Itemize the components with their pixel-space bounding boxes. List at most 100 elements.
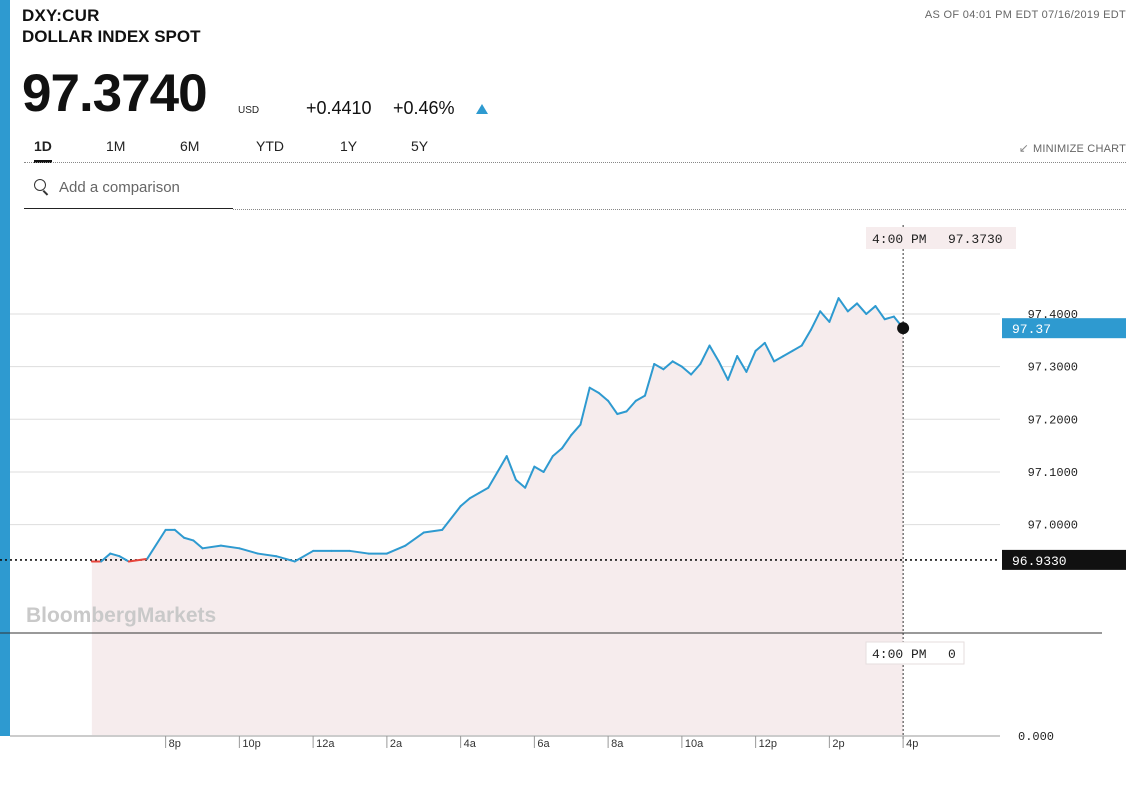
price-line-segment xyxy=(183,536,195,542)
x-tick-label: 2p xyxy=(832,738,844,750)
accent-bar xyxy=(0,0,10,736)
price-line-segment xyxy=(514,478,527,489)
x-tick-label: 4a xyxy=(464,738,477,750)
price-line-segment xyxy=(690,362,702,376)
price-line-segment xyxy=(256,552,278,558)
price-line-segment xyxy=(533,465,545,473)
price-line-segment xyxy=(773,355,785,363)
price-line-segment xyxy=(561,434,573,450)
price-line-segment xyxy=(219,544,241,550)
price-line-segment xyxy=(275,555,296,563)
price-line-segment xyxy=(192,539,204,550)
price-line-segment xyxy=(293,549,315,563)
price-line-segment xyxy=(570,423,582,437)
tab-ytd[interactable]: YTD xyxy=(256,138,284,154)
price-line-segment xyxy=(551,447,564,458)
price-line-segment xyxy=(201,544,222,550)
price-line-segment xyxy=(505,455,517,481)
volume-tooltip-value: 0 xyxy=(948,647,956,662)
price-line-segment xyxy=(837,297,849,313)
price-line-segment xyxy=(791,344,803,352)
price-line-segment xyxy=(478,486,490,495)
last-price: 97.3740 xyxy=(22,64,208,123)
y-tick-label: 97.3000 xyxy=(1028,361,1078,375)
search-icon xyxy=(34,179,46,191)
price-line-segment xyxy=(680,365,693,376)
as-of-timestamp: AS OF 04:01 PM EDT 07/16/2019 EDT xyxy=(924,9,1126,21)
price-line-segment xyxy=(644,362,656,397)
y-tick-label: 97.0000 xyxy=(1028,519,1078,533)
tab-5y[interactable]: 5Y xyxy=(411,138,429,154)
price-line-segment xyxy=(487,470,499,489)
price-line-segment xyxy=(597,391,610,402)
price-line-segment xyxy=(865,305,877,315)
crosshair-time: 4:00 PM xyxy=(872,232,927,247)
price-line-segment xyxy=(625,399,637,413)
price-line-segment xyxy=(671,360,683,368)
price-line-segment xyxy=(616,410,628,416)
last-point xyxy=(897,322,910,335)
price-line-segment xyxy=(653,362,665,371)
comparison-search-input[interactable]: Add a comparison xyxy=(59,179,180,196)
price-line-segment xyxy=(883,315,895,321)
x-tick-label: 8p xyxy=(169,738,181,750)
price-line-segment xyxy=(542,455,554,473)
comparison-search[interactable]: Add a comparison xyxy=(24,170,233,209)
price-line-segment xyxy=(856,302,868,315)
price-line-segment xyxy=(819,310,831,323)
price-line-segment xyxy=(607,399,619,416)
price-line-segment xyxy=(736,355,748,373)
price-line-segment xyxy=(763,341,776,363)
watermark: BloombergMarkets xyxy=(26,604,216,627)
range-tabs: 1D 1M 6M YTD 1Y 5Y xyxy=(22,138,1126,163)
price-line-segment xyxy=(459,497,471,508)
price-line-segment xyxy=(662,360,674,371)
minimize-chart-button[interactable]: ↙ MINIMIZE CHART xyxy=(1019,141,1126,155)
price-line-segment xyxy=(809,310,822,331)
last-value-label: 97.37 xyxy=(1012,322,1051,337)
price-line-segment xyxy=(468,492,481,500)
x-tick-label: 2a xyxy=(390,738,403,750)
price-line-segment xyxy=(238,547,259,555)
percent-change: +0.46% xyxy=(393,98,455,118)
security-name: DOLLAR INDEX SPOT xyxy=(22,27,201,46)
last-value-flag xyxy=(1002,318,1126,339)
minimize-chart-label: MINIMIZE CHART xyxy=(1032,143,1126,155)
price-line-segment xyxy=(524,465,536,489)
price-line-segment xyxy=(349,549,370,555)
price-line-segment xyxy=(127,557,149,563)
price-line-segment xyxy=(708,344,720,363)
price-line-segment xyxy=(173,528,186,539)
tab-1m[interactable]: 1M xyxy=(106,138,126,154)
crosshair-value: 97.3730 xyxy=(948,232,1003,247)
tab-1y[interactable]: 1Y xyxy=(340,138,358,154)
search-divider xyxy=(233,209,1126,210)
price-line-segment xyxy=(146,528,167,560)
price-line-segment xyxy=(579,386,591,426)
open-value-flag xyxy=(1002,549,1126,570)
area-fill xyxy=(91,298,904,735)
price-line-segment xyxy=(496,455,508,473)
price-line-segment xyxy=(109,552,121,558)
y-tick-label: 97.2000 xyxy=(1028,413,1078,427)
tabs-divider xyxy=(24,162,1126,163)
net-change: +0.4410 xyxy=(306,98,372,118)
volume-tooltip-box xyxy=(865,641,965,665)
tab-1d[interactable]: 1D xyxy=(34,138,52,163)
price-line-segment xyxy=(754,341,766,352)
ticker-symbol: DXY:CUR xyxy=(22,6,100,25)
y-tick-label: 97.1000 xyxy=(1028,466,1078,480)
price-line-segment xyxy=(800,328,812,347)
x-tick-label: 8a xyxy=(611,738,624,750)
price-line-segment xyxy=(634,394,646,402)
currency-label: USD xyxy=(238,105,260,116)
tab-6m[interactable]: 6M xyxy=(180,138,200,154)
price-line-segment xyxy=(717,360,729,381)
price-line-segment xyxy=(726,355,739,381)
price-line-segment xyxy=(441,505,462,531)
up-arrow-icon xyxy=(476,104,488,114)
price-line-segment xyxy=(745,349,757,373)
price-line-segment xyxy=(100,552,112,563)
x-tick-label: 4p xyxy=(906,738,918,750)
